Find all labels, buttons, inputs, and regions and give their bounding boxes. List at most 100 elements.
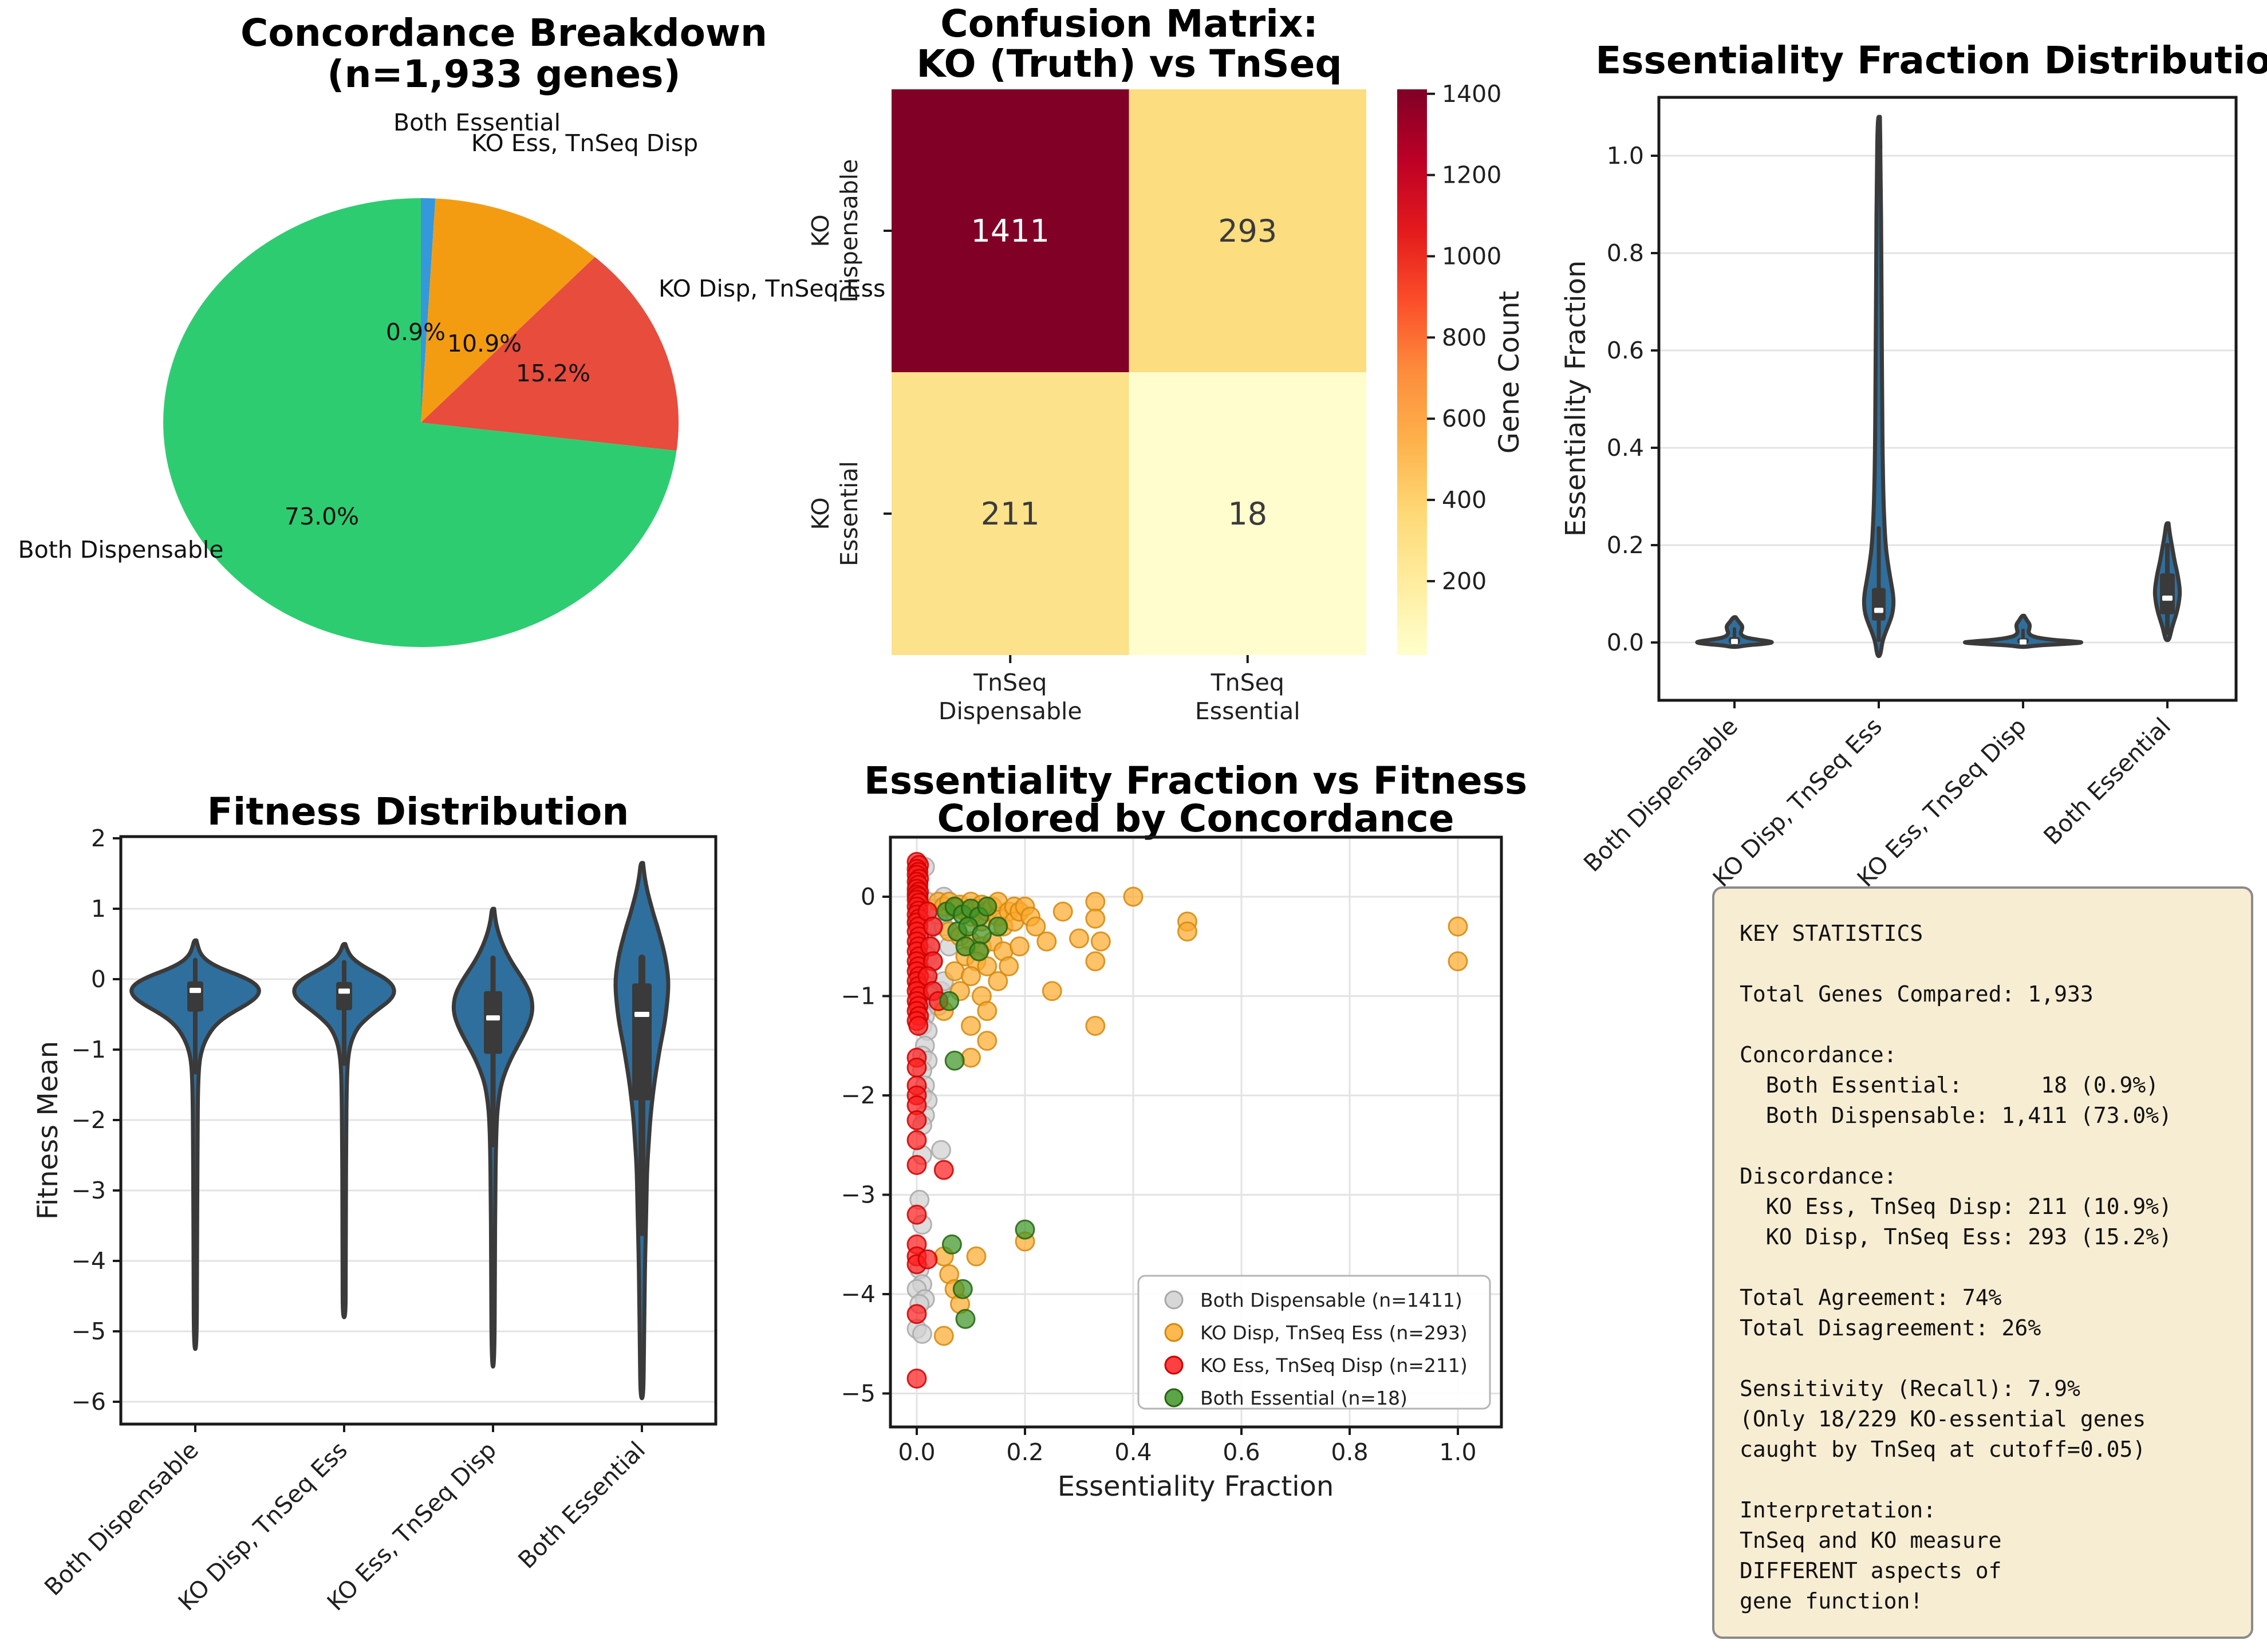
scatter-point — [1085, 908, 1106, 929]
scatter-point — [988, 971, 1008, 991]
heatmap-row-label: Essential — [835, 461, 863, 566]
scatter-point — [977, 1001, 998, 1021]
y-tick-label: −3 — [72, 1177, 106, 1204]
colorbar-tick-label: 200 — [1442, 567, 1487, 595]
heatmap-cell-0-0 — [892, 89, 1129, 372]
colorbar — [1397, 89, 1427, 655]
legend-marker — [1164, 1355, 1184, 1375]
violin-box — [2160, 573, 2175, 614]
pie-slice-label: KO Ess, TnSeq Disp — [471, 129, 698, 157]
scatter-point — [961, 1016, 981, 1036]
scatter-point — [933, 1326, 954, 1346]
pie-slice-ko-ess-tnseq-disp — [421, 198, 595, 423]
scatter-point — [1036, 931, 1057, 952]
y-tick-label: −4 — [841, 1280, 876, 1308]
scatter-point — [906, 1369, 927, 1389]
violin-box — [187, 981, 203, 1012]
category-label: Both Dispensable — [39, 1436, 204, 1601]
scatter-point — [1123, 886, 1144, 907]
violin-ko-disp-tnseq-ess — [1862, 115, 1896, 659]
heatmap-col-label: Essential — [1195, 697, 1300, 725]
heatmap-cell-1-0 — [892, 372, 1129, 655]
y-tick-label: 0.0 — [1607, 629, 1644, 656]
pie-title: Concordance Breakdown — [241, 11, 767, 55]
pie-slice-both-essential — [421, 198, 436, 423]
scatter-point — [917, 1249, 938, 1269]
pie-pct-label: 15.2% — [516, 360, 590, 387]
heatmap-col-label: Dispensable — [939, 697, 1082, 725]
violin-median — [2020, 639, 2026, 645]
violin-title-fitness: Fitness Distribution — [207, 790, 629, 834]
violin-median — [486, 1015, 500, 1021]
y-axis-label: Fitness Mean — [32, 1041, 64, 1220]
legend-marker — [1164, 1388, 1184, 1407]
category-label: KO Ess, TnSeq Disp — [322, 1436, 502, 1616]
heatmap-row-label: Dispensable — [835, 159, 863, 303]
colorbar-tick-label: 1000 — [1442, 243, 1501, 270]
violin-median — [634, 1012, 649, 1017]
scatter-point — [977, 896, 998, 917]
pie-pct-label: 73.0% — [285, 503, 359, 530]
legend-label: KO Disp, TnSeq Ess (n=293) — [1200, 1322, 1468, 1344]
pie-slice-label: Both Dispensable — [18, 536, 224, 563]
y-tick-label: 0.6 — [1607, 337, 1644, 364]
scatter-point — [933, 1160, 954, 1180]
scatter-point — [1177, 921, 1197, 942]
y-tick-label: 0 — [861, 883, 876, 910]
legend-label: Both Dispensable (n=1411) — [1200, 1289, 1462, 1311]
colorbar-tick-label: 600 — [1442, 405, 1487, 432]
pie-title: (n=1,933 genes) — [327, 52, 680, 96]
scatter-point — [1085, 1016, 1106, 1036]
colorbar-tick-label: 800 — [1442, 324, 1487, 351]
scatter-point — [1026, 916, 1046, 937]
scatter-point — [977, 1031, 998, 1051]
legend-label: KO Ess, TnSeq Disp (n=211) — [1200, 1354, 1468, 1377]
y-tick-label: 0.4 — [1607, 434, 1644, 462]
violin-box — [336, 981, 352, 1011]
y-tick-label: −5 — [841, 1380, 876, 1407]
scatter-point — [969, 941, 989, 961]
x-tick-label: 0.4 — [1114, 1438, 1152, 1466]
legend-label: Both Essential (n=18) — [1200, 1387, 1407, 1409]
category-label: Both Dispensable — [1578, 712, 1743, 877]
scatter-series-2 — [906, 851, 954, 1389]
key-statistics-text: KEY STATISTICS Total Genes Compared: 1,9… — [1740, 921, 2172, 1614]
scatter-point — [988, 916, 1008, 937]
scatter-point — [955, 1308, 976, 1329]
scatter-title: Colored by Concordance — [937, 797, 1454, 841]
violin-median — [1731, 638, 1738, 644]
heatmap-col-label: TnSeq — [1211, 669, 1284, 696]
x-tick-label: 0.2 — [1006, 1438, 1043, 1466]
confusion-title: KO (Truth) vs TnSeq — [916, 42, 1342, 86]
scatter-point — [1015, 1219, 1035, 1240]
scatter-point — [906, 1155, 927, 1175]
heatmap-value: 1411 — [971, 213, 1050, 249]
colorbar-tick-label: 400 — [1442, 486, 1487, 514]
scatter-point — [906, 1304, 927, 1324]
y-axis-label: Essentiality Fraction — [1560, 261, 1592, 537]
scatter-point — [999, 956, 1019, 976]
violin-box — [1872, 588, 1886, 621]
scatter-point — [1085, 892, 1106, 912]
violin-ko-disp-tnseq-ess — [292, 942, 396, 1319]
y-tick-label: 0.8 — [1607, 239, 1644, 267]
colorbar-tick-label: 1200 — [1442, 161, 1501, 189]
scatter-point — [1448, 951, 1468, 972]
scatter-point — [1069, 928, 1089, 949]
scatter-point — [906, 1110, 927, 1130]
x-tick-label: 1.0 — [1439, 1438, 1476, 1466]
heatmap-row-label: KO — [807, 498, 834, 530]
pie-slice-both-dispensable — [163, 198, 677, 647]
pie-slice-ko-disp-tnseq-ess — [421, 257, 679, 451]
category-label: Both Essential — [2039, 712, 2177, 850]
violin-box — [632, 983, 652, 1101]
scatter-point — [944, 1050, 965, 1071]
scatter-point — [922, 916, 943, 937]
y-tick-label: −2 — [841, 1082, 876, 1109]
heatmap-value: 211 — [981, 496, 1040, 532]
